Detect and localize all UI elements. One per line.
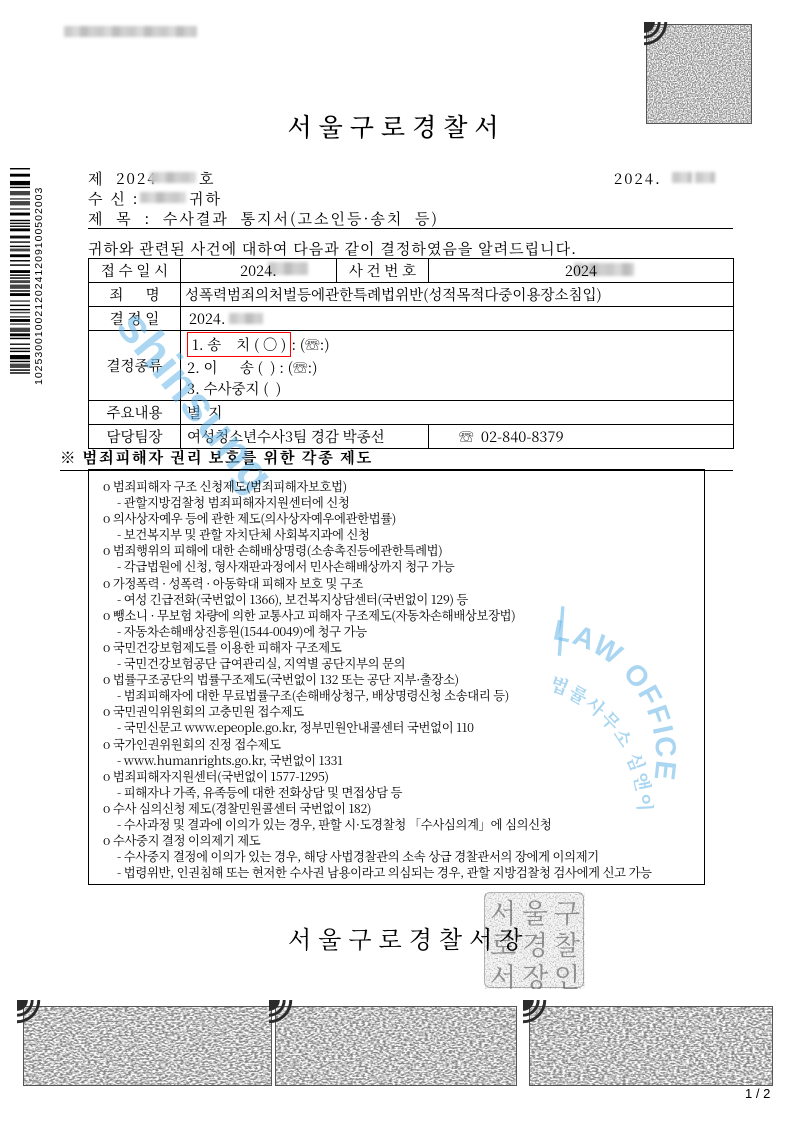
svg-text:서: 서 [490,956,516,989]
svg-text:장: 장 [522,956,548,989]
svg-text:인: 인 [554,956,580,989]
